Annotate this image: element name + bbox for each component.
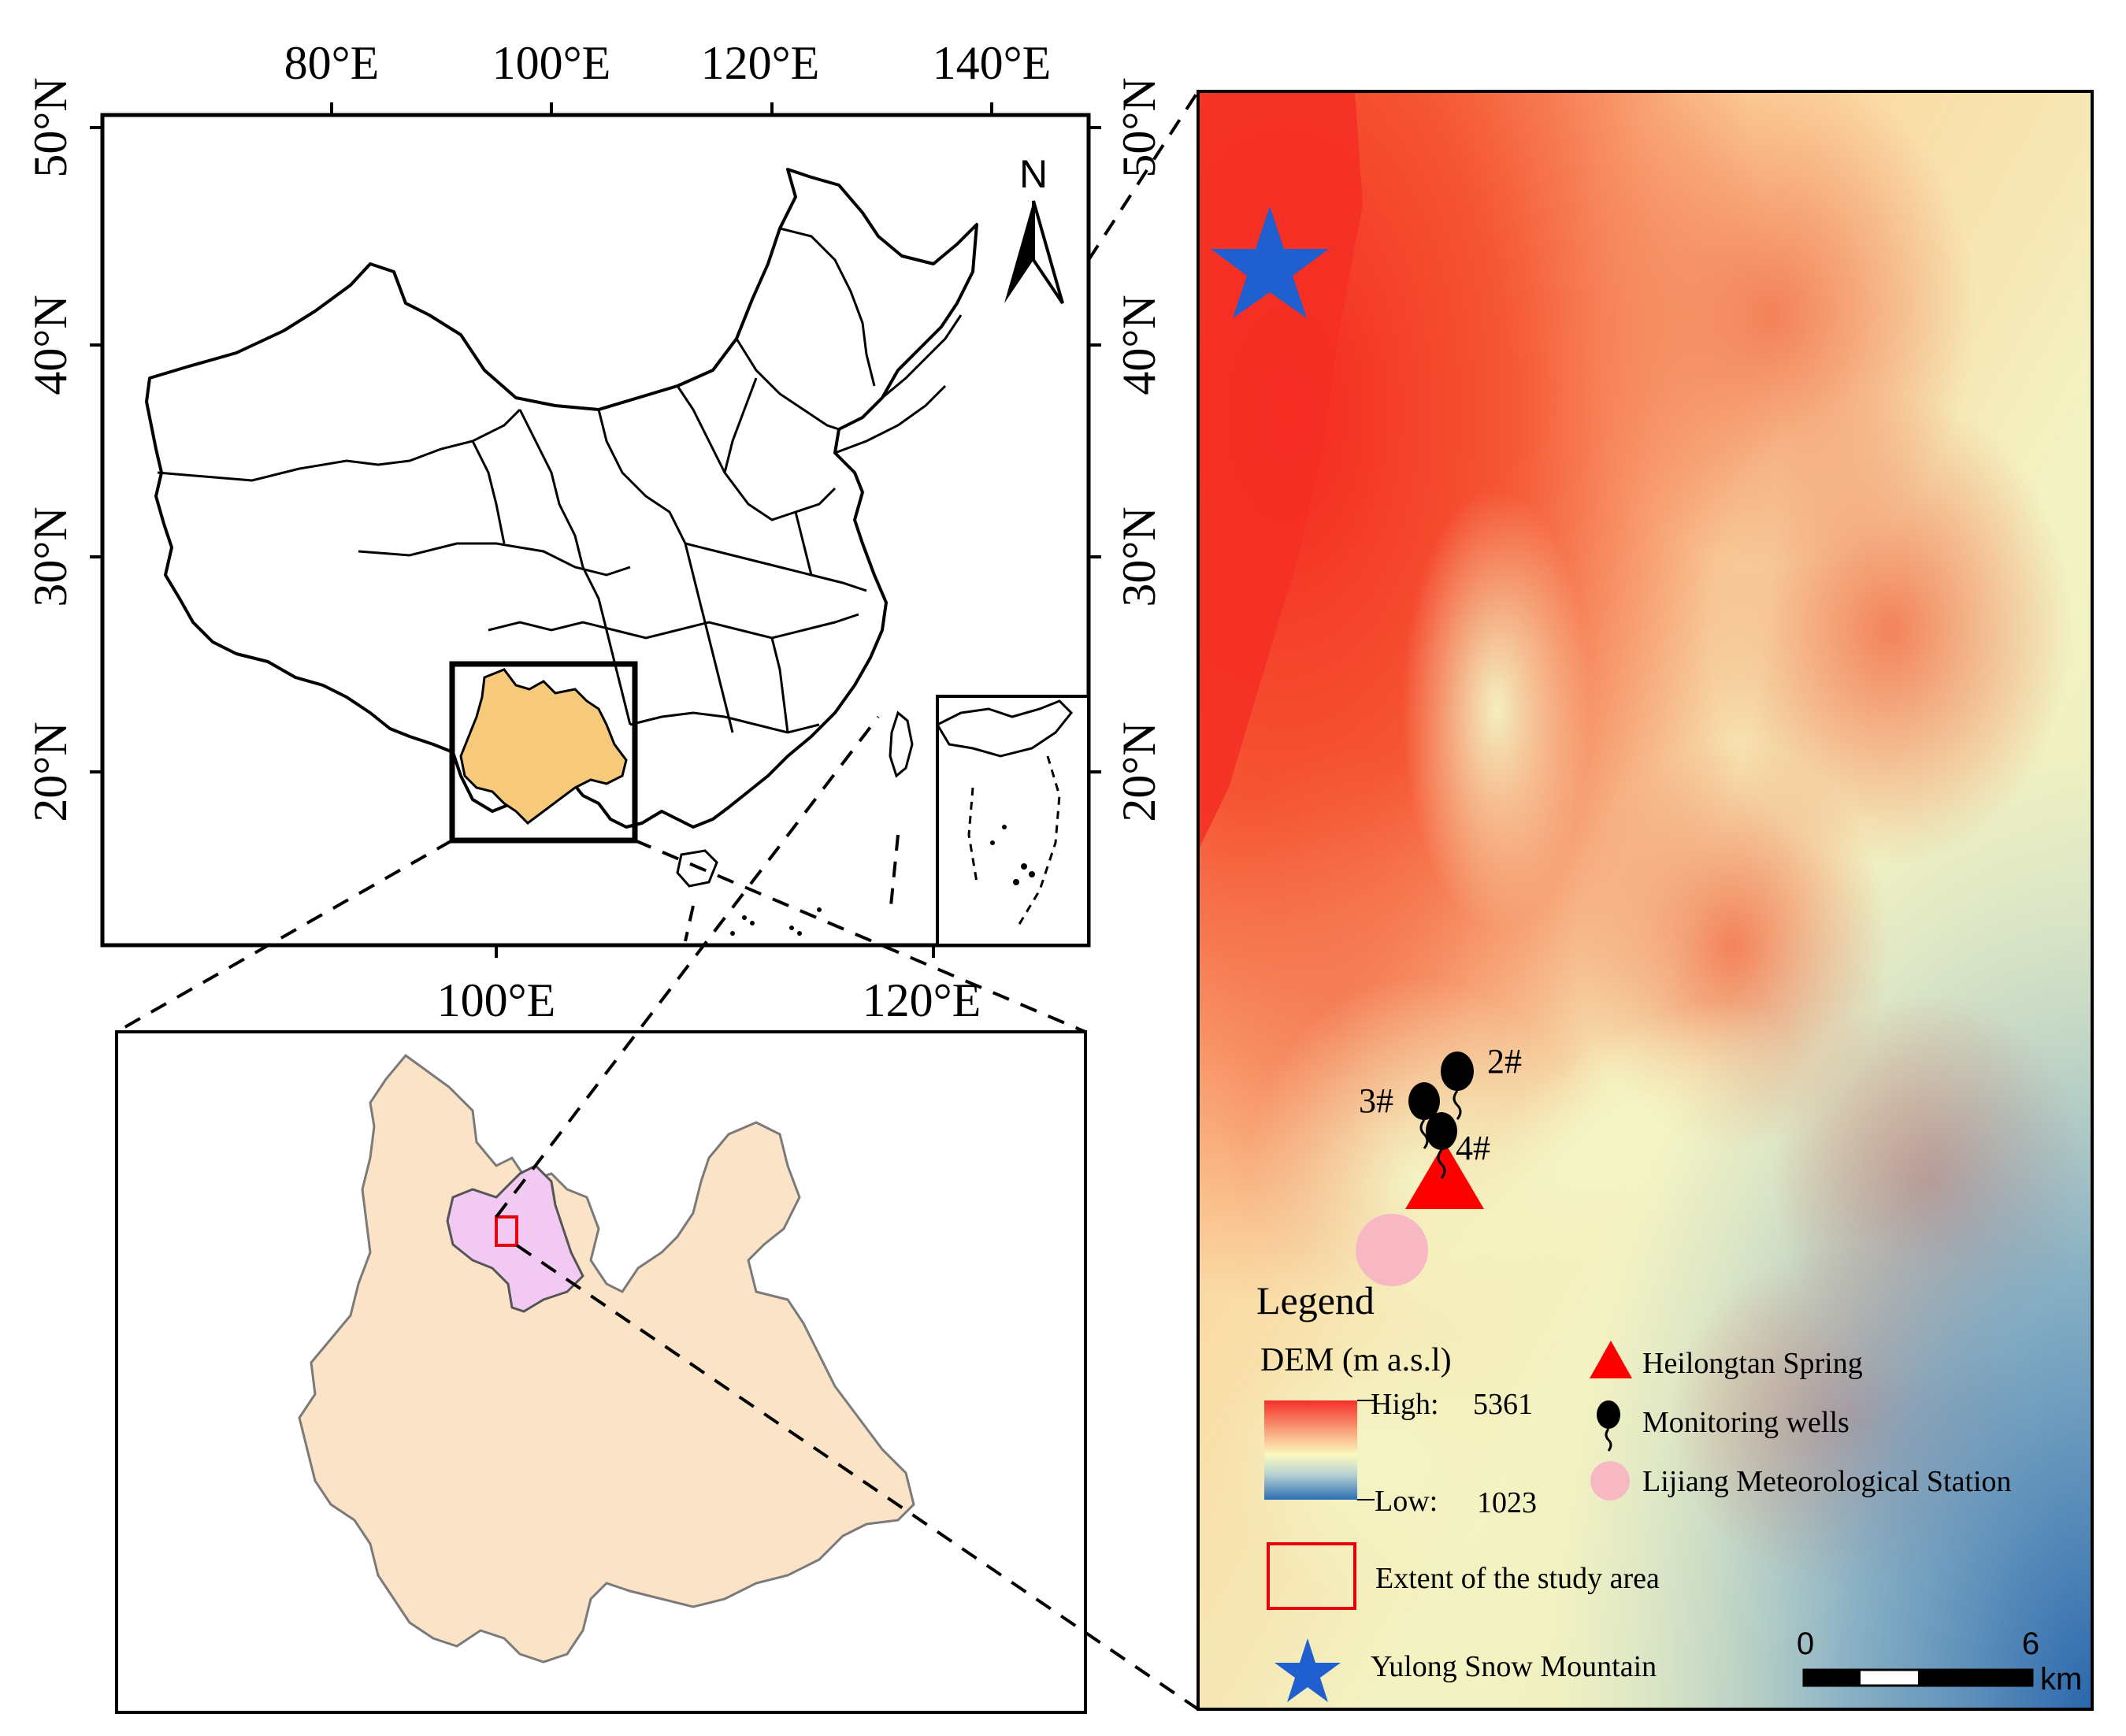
- lat-label-left-20n: 20°N: [24, 721, 76, 822]
- meteorological-station-marker: [1356, 1214, 1428, 1286]
- legend-high-label: High:: [1371, 1388, 1439, 1421]
- legend-low-label: Low:: [1375, 1485, 1438, 1518]
- connector-lines: [116, 90, 1200, 1711]
- monitoring-well-4: [1426, 1112, 1457, 1179]
- scale-bar: 0 6 km: [1797, 1627, 2082, 1697]
- legend-dem-title: DEM (m a.s.l): [1260, 1342, 1452, 1378]
- lon-label-bottom-120e: 120°E: [863, 974, 981, 1026]
- monitoring-well-3: [1408, 1082, 1440, 1149]
- well-label-4: 4#: [1456, 1129, 1490, 1167]
- north-arrow: N: [1004, 152, 1064, 305]
- legend-star-icon: [1274, 1638, 1341, 1702]
- scale-bar-unit: km: [2040, 1662, 2082, 1697]
- china-outline: [145, 168, 978, 829]
- south-china-sea-islands: [730, 907, 822, 936]
- china-map-ticks: [90, 102, 1101, 958]
- scale-bar-start: 0: [1797, 1627, 1814, 1661]
- china-map-panel: 80°E 100°E 120°E 140°E 100°E 120°E 50°N …: [24, 37, 1165, 1026]
- lat-label-right-30n: 30°N: [1113, 506, 1165, 606]
- lon-label-top-100e: 100°E: [492, 37, 611, 89]
- legend-spring-text: Heilongtan Spring: [1642, 1347, 1863, 1380]
- lat-label-left-30n: 30°N: [24, 506, 76, 606]
- map-legend: Legend DEM (m a.s.l) High: 5361 Low: 102…: [1256, 1278, 2012, 1702]
- study-area-box-small: [495, 1215, 518, 1247]
- maritime-boundary-lines: [684, 834, 900, 942]
- well-label-3: 3#: [1359, 1081, 1393, 1120]
- lon-label-top-80e: 80°E: [284, 37, 380, 89]
- legend-station-icon: [1590, 1461, 1630, 1500]
- yunnan-map-panel: [115, 1030, 1087, 1714]
- taiwan-outline: [889, 710, 914, 778]
- lon-label-top-140e: 140°E: [933, 37, 1052, 89]
- lon-label-top-120e: 120°E: [701, 37, 820, 89]
- legend-title: Legend: [1256, 1278, 1375, 1322]
- well-label-2: 2#: [1487, 1042, 1522, 1081]
- legend-well-icon: [1597, 1400, 1620, 1452]
- legend-dem-ramp: [1264, 1400, 1357, 1500]
- monitoring-well-2: [1441, 1052, 1474, 1120]
- legend-high-value: 5361: [1473, 1388, 1533, 1421]
- lat-label-left-50n: 50°N: [24, 77, 76, 177]
- lat-label-right-20n: 20°N: [1113, 721, 1165, 822]
- lat-label-left-40n: 40°N: [24, 295, 76, 395]
- province-boundaries: [157, 227, 963, 734]
- yunnan-province-highlight: [459, 668, 628, 825]
- legend-extent-icon: [1267, 1542, 1356, 1610]
- legend-low-value: 1023: [1477, 1486, 1537, 1519]
- yulong-snow-mountain-star: [1211, 206, 1329, 318]
- lon-label-bottom-100e: 100°E: [437, 974, 556, 1026]
- south-china-sea-inset: [935, 695, 1090, 947]
- legend-station-text: Lijiang Meteorological Station: [1642, 1465, 2012, 1498]
- legend-extent-text: Extent of the study area: [1375, 1562, 1660, 1595]
- north-arrow-label: N: [1019, 152, 1048, 196]
- lat-label-right-50n: 50°N: [1113, 77, 1165, 177]
- dem-map-frame: [1197, 90, 2094, 1711]
- legend-spring-icon: [1590, 1341, 1632, 1378]
- legend-wells-text: Monitoring wells: [1642, 1406, 1850, 1439]
- yunnan-extent-box: [449, 661, 638, 844]
- north-arrow-icon: [1004, 201, 1033, 303]
- scale-bar-end: 6: [2022, 1627, 2039, 1661]
- legend-mountain-text: Yulong Snow Mountain: [1371, 1650, 1657, 1683]
- lat-label-right-40n: 40°N: [1113, 295, 1165, 395]
- dem-map-panel: 2# 3# 4# Legend DEM (m a.s.l) High: 5361…: [1197, 90, 2094, 1711]
